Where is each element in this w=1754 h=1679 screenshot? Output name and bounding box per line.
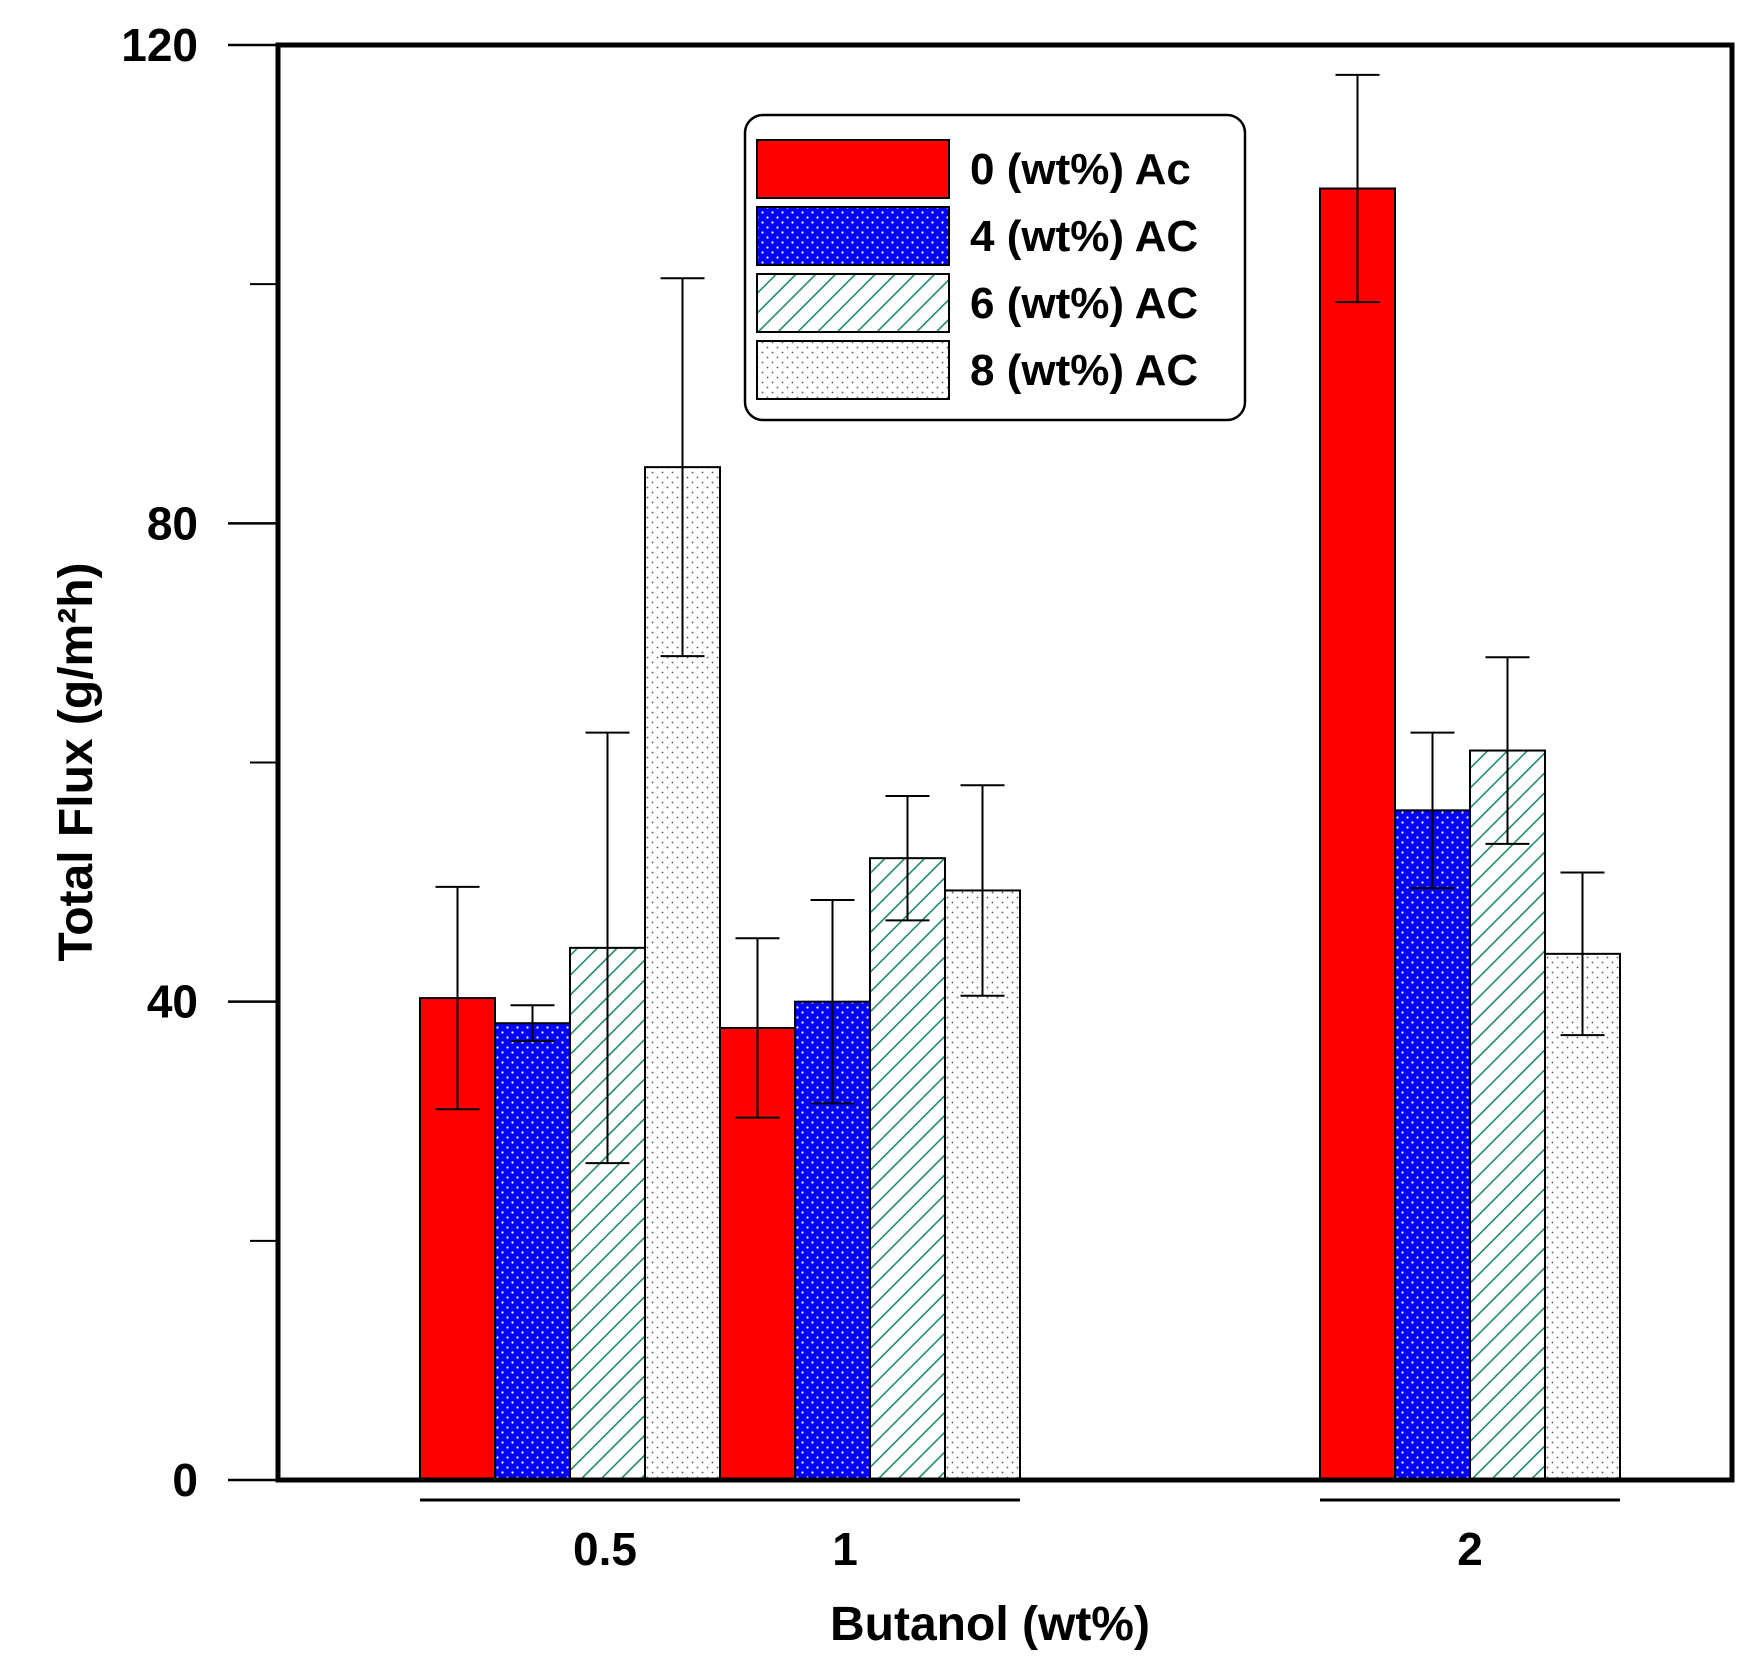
bar-2-1 — [1394, 809, 1471, 1481]
bar-0.5-1 — [494, 1022, 571, 1481]
x-tick-label-1: 1 — [832, 1523, 858, 1575]
bar-2-0 — [1319, 187, 1396, 1481]
legend-swatch — [756, 273, 950, 333]
legend-swatch — [756, 206, 950, 266]
legend-swatch — [756, 340, 950, 400]
error-bar-1-0 — [735, 937, 780, 1119]
legend-label: 6 (wt%) AC — [970, 279, 1198, 328]
error-bar-1-1 — [810, 899, 855, 1105]
bar-2-2 — [1469, 749, 1546, 1481]
legend-item-0: 0 (wt%) Ac — [756, 139, 1191, 199]
error-bar-1-3 — [960, 784, 1005, 997]
y-tick-label: 0 — [172, 1454, 198, 1506]
legend-item-1: 4 (wt%) AC — [756, 206, 1198, 266]
y-tick-label: 80 — [147, 497, 198, 549]
legend-item-2: 6 (wt%) AC — [756, 273, 1198, 333]
legend-label: 4 (wt%) AC — [970, 212, 1198, 261]
legend-label: 8 (wt%) AC — [970, 346, 1198, 395]
error-bar-2-2 — [1485, 656, 1530, 845]
legend-label: 0 (wt%) Ac — [970, 145, 1191, 194]
error-bar-0.5-0 — [435, 885, 480, 1111]
error-bar-0.5-2 — [585, 731, 630, 1165]
y-tick-label: 120 — [121, 19, 198, 71]
y-axis-title: Total Flux (g/m²h) — [50, 562, 103, 961]
error-bar-0.5-1 — [510, 1004, 555, 1043]
legend-item-3: 8 (wt%) AC — [756, 340, 1198, 400]
x-tick-label-2: 2 — [1457, 1523, 1483, 1575]
x-tick-label-0.5: 0.5 — [573, 1523, 637, 1575]
error-bar-0.5-3 — [660, 277, 705, 658]
error-bar-2-1 — [1410, 731, 1455, 890]
legend: 0 (wt%) Ac 4 (wt%) AC 6 (wt%) AC 8 (wt%) AC — [743, 113, 1247, 422]
x-axis-title: Butanol (wt%) — [830, 1598, 1150, 1651]
error-bar-1-2 — [885, 794, 930, 922]
y-tick-label: 40 — [147, 976, 198, 1028]
error-bar-2-0 — [1335, 73, 1380, 304]
legend-swatch — [756, 139, 950, 199]
bar-1-2 — [869, 857, 946, 1481]
error-bar-2-3 — [1560, 871, 1605, 1037]
